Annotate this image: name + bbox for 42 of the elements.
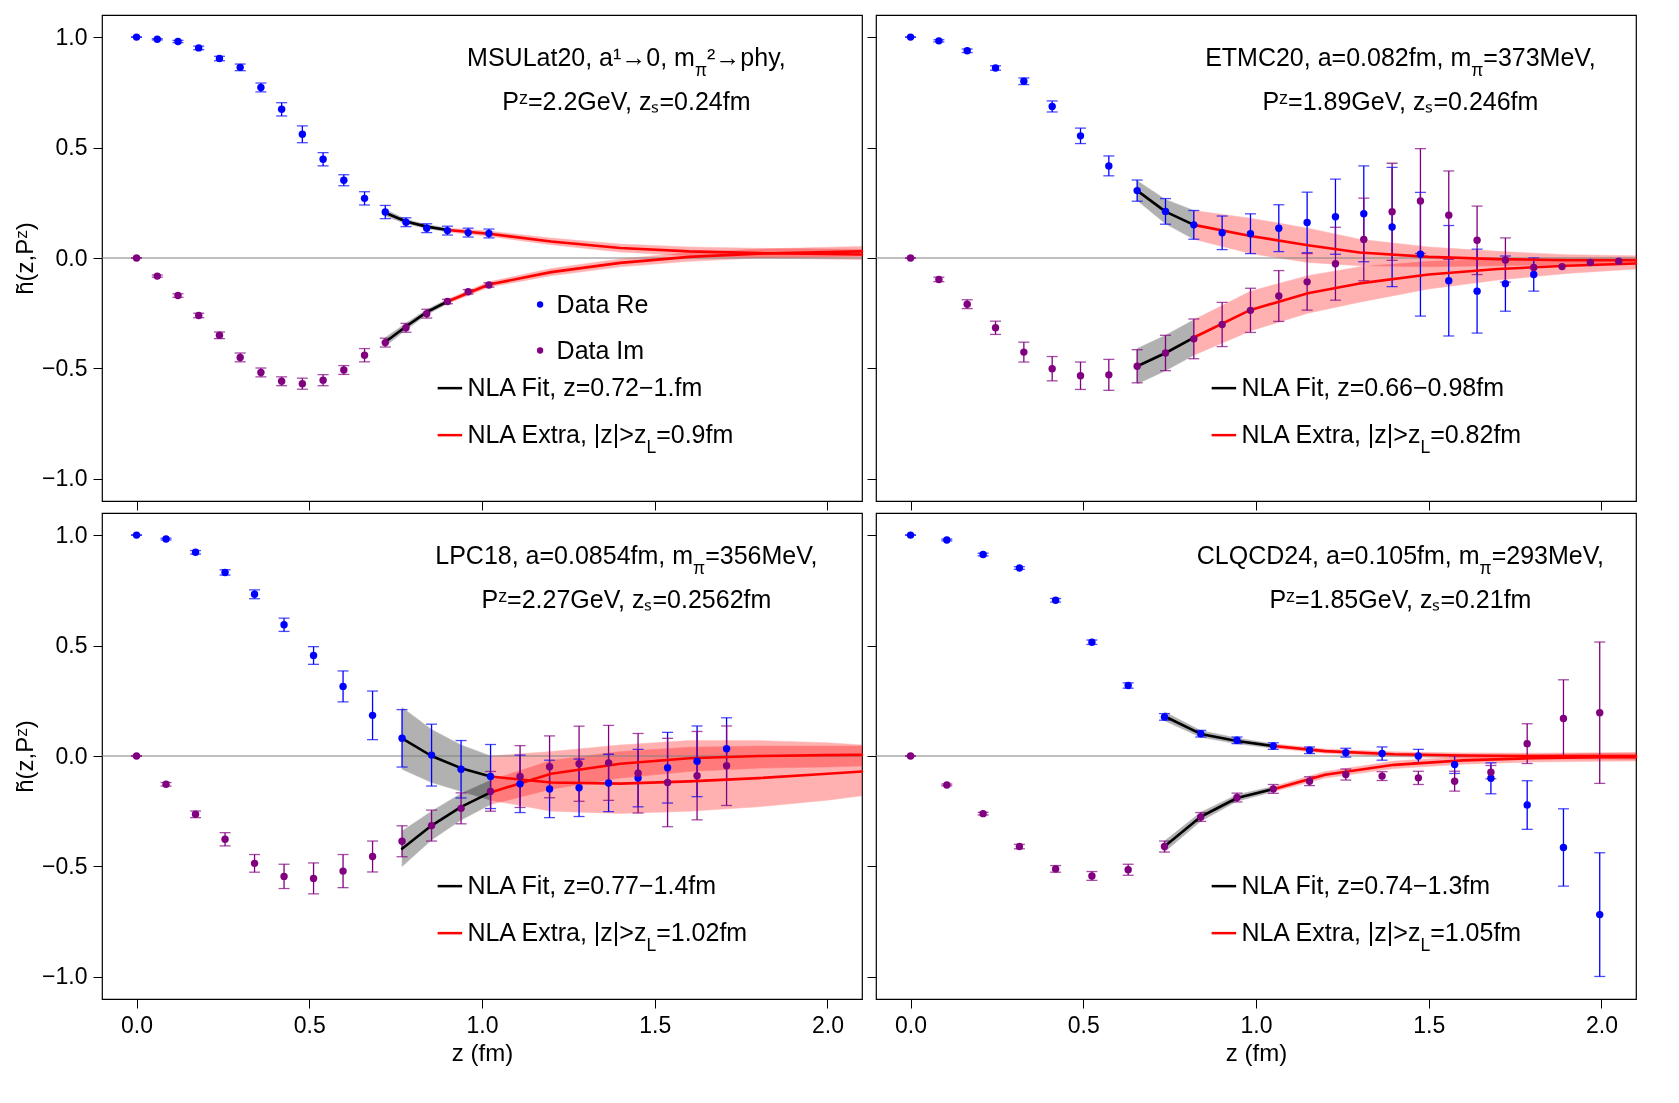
y-tick-label: −1.0 bbox=[42, 963, 88, 990]
legend-label: NLA Fit, z=0.66−0.98fm bbox=[1241, 373, 1505, 402]
annotation: Pᶻ=1.85GeV, zₛ=0.21fm bbox=[1269, 584, 1532, 613]
y-tick-label: 0.5 bbox=[55, 134, 88, 161]
legend-label: NLA Fit, z=0.72−1.fm bbox=[467, 373, 703, 402]
legend-label: NLA Fit, z=0.77−1.4fm bbox=[467, 871, 717, 900]
legend-label: Data Im bbox=[556, 335, 645, 364]
x-tick-label: 0.5 bbox=[293, 1011, 326, 1038]
x-tick-label: 2.0 bbox=[1585, 1011, 1618, 1038]
annotation: Pᶻ=2.2GeV, zₛ=0.24fm bbox=[502, 86, 751, 115]
annotation: ETMC20, a=0.082fm, m$_{π}$=373MeV, bbox=[1205, 42, 1596, 80]
y-tick-label: −0.5 bbox=[42, 852, 88, 879]
y-tick-label: 1.0 bbox=[55, 23, 88, 50]
legend-label: NLA Extra, |z|>z$_{L}$=1.05fm bbox=[1241, 918, 1522, 956]
annotation: CLQCD24, a=0.105fm, m$_{π}$=293MeV, bbox=[1196, 540, 1605, 578]
legend-label: NLA Extra, |z|>z$_{L}$=0.9fm bbox=[467, 420, 734, 458]
x-tick-label: 0.0 bbox=[121, 1011, 154, 1038]
annotation: Pᶻ=1.89GeV, zₛ=0.246fm bbox=[1262, 86, 1539, 115]
x-axis-title: z (fm) bbox=[451, 1038, 514, 1066]
legend-label: NLA Extra, |z|>z$_{L}$=0.82fm bbox=[1241, 420, 1522, 458]
legend-label: NLA Extra, |z|>z$_{L}$=1.02fm bbox=[467, 918, 748, 956]
x-tick-label: 2.0 bbox=[811, 1011, 844, 1038]
legend-label: Data Re bbox=[556, 289, 649, 318]
x-tick-label: 1.5 bbox=[1413, 1011, 1446, 1038]
x-axis-title: z (fm) bbox=[1225, 1038, 1288, 1066]
annotation: Pᶻ=2.27GeV, zₛ=0.2562fm bbox=[481, 584, 772, 613]
y-tick-label: 0.0 bbox=[55, 244, 88, 271]
annotation: MSULat20, a¹→0, m$_{π}$²→phy, bbox=[467, 42, 786, 80]
legend-label: NLA Fit, z=0.74−1.3fm bbox=[1241, 871, 1491, 900]
y-tick-label: −0.5 bbox=[42, 354, 88, 381]
annotation: LPC18, a=0.0854fm, m$_{π}$=356MeV, bbox=[435, 540, 818, 578]
y-tick-label: −1.0 bbox=[42, 465, 88, 492]
y-tick-label: 0.5 bbox=[55, 632, 88, 659]
y-axis-title: h̃(z,Pᶻ) bbox=[11, 720, 39, 793]
x-tick-label: 1.5 bbox=[639, 1011, 672, 1038]
x-tick-label: 0.5 bbox=[1067, 1011, 1100, 1038]
x-tick-label: 1.0 bbox=[1240, 1011, 1273, 1038]
y-tick-label: 1.0 bbox=[55, 521, 88, 548]
x-tick-label: 1.0 bbox=[466, 1011, 499, 1038]
y-tick-label: 0.0 bbox=[55, 742, 88, 769]
y-axis-title: h̃(z,Pᶻ) bbox=[11, 222, 39, 295]
x-tick-label: 0.0 bbox=[895, 1011, 928, 1038]
